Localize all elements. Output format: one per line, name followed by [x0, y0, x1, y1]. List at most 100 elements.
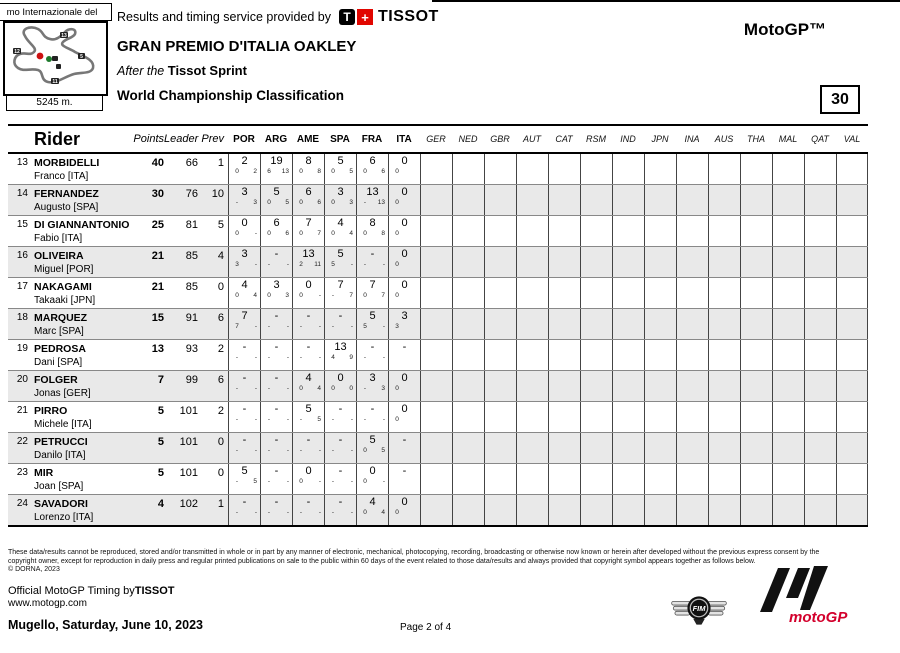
race-cell: ---	[324, 433, 356, 463]
rider-points: 15	[151, 312, 164, 324]
legal-line-2: copyright owner, except for reproduction…	[8, 557, 756, 565]
gap-to-leader: 101	[179, 405, 198, 417]
race-cell	[484, 371, 516, 401]
race-cell	[420, 185, 452, 215]
race-cell	[740, 340, 772, 370]
race-cell: -	[388, 433, 420, 463]
race-cell: ---	[324, 402, 356, 432]
gap-to-leader: 91	[185, 312, 198, 324]
race-cell	[772, 402, 804, 432]
page-number-box: 30	[820, 85, 860, 114]
race-cell	[548, 371, 580, 401]
race-header-aut: AUT	[523, 133, 541, 144]
race-cell: ---	[260, 309, 292, 339]
race-cell	[516, 309, 548, 339]
rider-position: 23	[16, 467, 28, 478]
timing-brand: TISSOT	[134, 585, 175, 597]
rider-name: PIRRO Michele [ITA]	[28, 405, 130, 432]
track-map-icon: 13 12 5 11	[13, 26, 95, 85]
race-cell	[804, 309, 836, 339]
rider-position: 24	[16, 498, 28, 509]
race-header-mal: MAL	[778, 133, 798, 144]
race-cell	[644, 371, 676, 401]
race-cell: ---	[356, 340, 388, 370]
race-cell	[516, 216, 548, 246]
gap-to-prev: 6	[217, 374, 224, 386]
race-cell: 5-5	[228, 464, 260, 494]
race-cell	[708, 247, 740, 277]
race-cell	[772, 309, 804, 339]
gap-to-leader: 85	[185, 281, 198, 293]
race-header-fra: FRA	[361, 133, 383, 145]
rider-name: PETRUCCI Danilo [ITA]	[28, 436, 130, 463]
rider-info: 19 PEDROSA Dani [SPA] 13 93 2	[8, 340, 228, 370]
race-cell	[836, 340, 868, 370]
rider-position: 14	[16, 188, 28, 199]
gap-to-prev: 2	[217, 343, 224, 355]
rider-firstname: Lorenzo [ITA]	[34, 512, 94, 523]
rider-surname: MARQUEZ	[34, 312, 88, 324]
race-cell	[612, 433, 644, 463]
website-text: www.motogp.com	[8, 598, 87, 609]
provider-line: Results and timing service provided by T…	[117, 8, 439, 26]
race-cell	[420, 216, 452, 246]
rider-name: MIR Joan [SPA]	[28, 467, 130, 494]
race-cell	[740, 247, 772, 277]
rider-info: 22 PETRUCCI Danilo [ITA] 5 101 0	[8, 433, 228, 463]
race-cell	[804, 278, 836, 308]
race-cell: ---	[228, 495, 260, 525]
rider-surname: SAVADORI	[34, 498, 88, 510]
rider-points: 13	[151, 343, 164, 355]
table-row: 13 MORBIDELLI Franco [ITA] 40 66 1 2 0 2 19…	[8, 154, 868, 185]
race-cell	[772, 278, 804, 308]
race-cell	[548, 309, 580, 339]
race-cell	[740, 495, 772, 525]
race-header-jpn: JPN	[651, 133, 669, 144]
race-cell	[676, 402, 708, 432]
rider-info: 20 FOLGER Jonas [GER] 7 99 6	[8, 371, 228, 401]
race-cell	[740, 278, 772, 308]
gap-to-leader: 81	[185, 219, 198, 231]
race-cell: 7-7	[324, 278, 356, 308]
gap-to-leader: 66	[185, 157, 198, 169]
rider-points: 21	[151, 250, 164, 262]
race-header-val: VAL	[843, 133, 861, 144]
motogp-logo-text: motoGP™	[789, 609, 848, 626]
race-cell: ---	[356, 247, 388, 277]
race-cell: ---	[260, 464, 292, 494]
race-cell	[580, 278, 612, 308]
race-cell	[548, 216, 580, 246]
official-timing-line: Official MotoGP Timing byTISSOT	[8, 585, 175, 597]
race-cell	[676, 464, 708, 494]
race-cell	[676, 340, 708, 370]
race-cell	[676, 278, 708, 308]
race-cell	[708, 495, 740, 525]
race-cell	[580, 216, 612, 246]
race-cell	[804, 247, 836, 277]
race-cell	[516, 247, 548, 277]
race-cell: -	[388, 464, 420, 494]
rider-points: 7	[157, 374, 164, 386]
race-headers: POR ARG AME SPA FRA ITA GER NED GBR AUT CAT RSM IND J…	[228, 134, 868, 145]
race-cell	[644, 464, 676, 494]
race-header-ita: ITA	[396, 133, 412, 145]
rider-firstname: Miguel [POR]	[34, 264, 94, 275]
race-cell: -	[388, 340, 420, 370]
race-cell	[612, 247, 644, 277]
race-cell	[708, 464, 740, 494]
header-rider: Rider	[34, 128, 81, 149]
gap-to-leader: 85	[185, 250, 198, 262]
track-marker-red	[36, 52, 44, 60]
race-cell	[420, 154, 452, 184]
gap-to-prev: 4	[217, 250, 224, 262]
track-marker-green	[46, 56, 52, 62]
race-cell	[644, 247, 676, 277]
